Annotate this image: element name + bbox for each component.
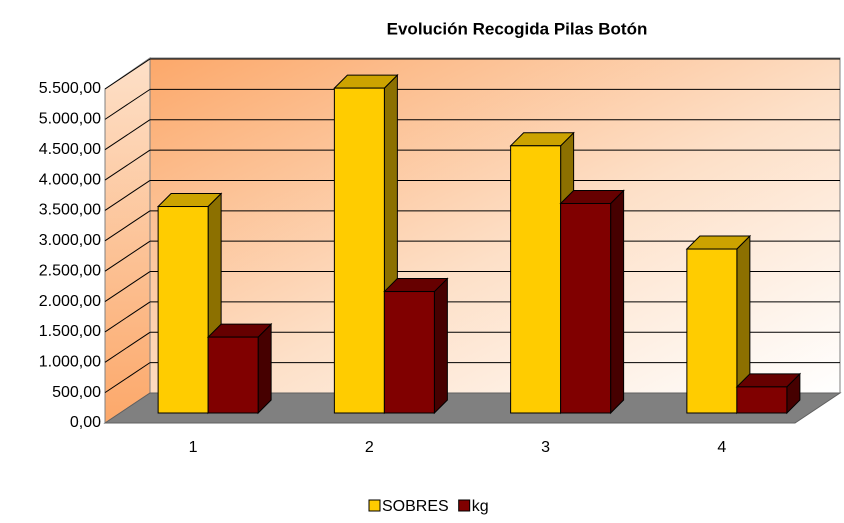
grid-line xyxy=(104,362,151,394)
grid-line xyxy=(104,88,151,120)
y-tick-label: 2.000,00 xyxy=(39,293,101,310)
y-tick-label: 0,00 xyxy=(70,414,101,431)
x-tick-label: 1 xyxy=(189,439,198,456)
y-tick-label: 1.000,00 xyxy=(39,353,101,370)
grid-line xyxy=(104,301,151,333)
grid-line xyxy=(104,58,151,90)
bar-side xyxy=(433,277,448,415)
y-tick-label: 4.500,00 xyxy=(39,141,101,158)
y-tick-label: 5.000,00 xyxy=(39,111,101,128)
bar-side xyxy=(257,322,272,415)
bar xyxy=(686,248,738,414)
x-tick-label: 2 xyxy=(365,439,374,456)
y-tick-label: 500,00 xyxy=(52,384,101,401)
grid-line xyxy=(104,210,151,242)
legend-label: SOBRES xyxy=(382,498,449,515)
grid-line xyxy=(104,240,151,272)
bar-side xyxy=(610,189,625,415)
legend-swatch xyxy=(368,499,381,512)
bar xyxy=(510,145,562,414)
chart-title: Evolución Recogida Pilas Botón xyxy=(387,19,648,38)
grid-line xyxy=(104,271,151,302)
y-tick-label: 4.000,00 xyxy=(39,171,101,188)
bar xyxy=(736,386,788,414)
y-tick-label: 1.500,00 xyxy=(39,323,101,340)
legend-swatch xyxy=(458,499,471,512)
legend-label: kg xyxy=(472,498,489,515)
bar xyxy=(560,202,612,414)
side-wall xyxy=(104,57,151,424)
bar xyxy=(157,206,209,414)
bar xyxy=(383,291,435,414)
y-tick-label: 5.500,00 xyxy=(39,80,101,97)
grid-line xyxy=(104,331,151,363)
x-tick-label: 4 xyxy=(717,439,726,456)
bar xyxy=(207,336,259,414)
bar xyxy=(333,87,385,414)
y-tick-label: 3.000,00 xyxy=(39,232,101,249)
floor xyxy=(103,392,842,424)
y-tick-label: 3.500,00 xyxy=(39,202,101,219)
grid-line xyxy=(104,119,151,151)
grid-line xyxy=(104,149,151,181)
grid-line xyxy=(104,180,151,211)
y-tick-label: 2.500,00 xyxy=(39,262,101,279)
x-tick-label: 3 xyxy=(541,439,550,456)
